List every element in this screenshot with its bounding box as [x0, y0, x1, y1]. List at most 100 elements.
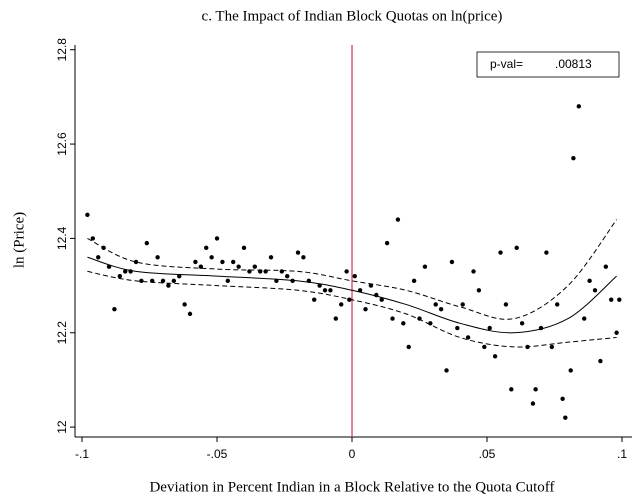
point	[487, 325, 492, 331]
point	[90, 236, 96, 241]
point	[117, 273, 123, 279]
point	[312, 297, 317, 302]
point	[295, 250, 301, 255]
point	[166, 283, 171, 288]
point	[503, 302, 509, 307]
point	[555, 302, 560, 307]
y-tick-label: 12	[55, 420, 69, 434]
point	[514, 245, 519, 251]
point	[482, 344, 487, 350]
point	[123, 269, 128, 274]
point	[433, 302, 438, 307]
point	[241, 245, 247, 251]
point	[592, 288, 598, 293]
point	[603, 264, 609, 269]
point	[268, 255, 274, 260]
x-tick-label: .05	[479, 447, 496, 461]
point	[533, 387, 538, 392]
x-tick-label: 0	[349, 447, 356, 461]
point	[193, 259, 198, 265]
y-tick-label: 12.2	[55, 321, 69, 345]
point	[85, 212, 90, 218]
point	[587, 278, 592, 284]
y-axis-label: ln (Price)	[11, 212, 27, 268]
point	[231, 259, 236, 265]
point	[449, 259, 455, 265]
point	[571, 156, 576, 161]
point	[549, 344, 555, 350]
point	[438, 306, 444, 312]
point	[544, 250, 549, 255]
point	[160, 278, 166, 284]
point	[576, 104, 582, 109]
point	[225, 278, 231, 284]
point	[133, 259, 139, 265]
point	[509, 387, 514, 392]
point	[96, 255, 101, 260]
point	[333, 316, 339, 321]
point	[144, 240, 150, 246]
annotation-box	[476, 51, 620, 78]
point	[182, 302, 187, 307]
point	[220, 259, 225, 265]
confidence-band	[87, 270, 617, 348]
point	[395, 217, 401, 222]
point	[328, 288, 333, 293]
point	[139, 278, 144, 284]
point	[560, 396, 565, 401]
point	[301, 255, 306, 260]
point	[112, 306, 117, 312]
point	[530, 401, 536, 406]
annotation-label: p-val=	[490, 57, 523, 71]
point	[352, 273, 357, 279]
fit-line	[87, 256, 617, 334]
point	[460, 302, 465, 307]
point	[155, 255, 160, 260]
point	[252, 264, 258, 269]
point	[455, 325, 460, 331]
point	[476, 288, 482, 293]
x-tick-label: -.05	[207, 447, 228, 461]
point	[411, 278, 417, 284]
point	[285, 273, 290, 279]
point	[519, 321, 525, 326]
point	[617, 297, 622, 302]
point	[471, 269, 476, 274]
y-tick-label: 12.6	[55, 132, 69, 156]
point	[498, 250, 503, 255]
annotation-value: .00813	[555, 57, 592, 71]
point	[563, 415, 568, 420]
x-tick-label: -.1	[75, 447, 89, 461]
x-tick-label: .1	[617, 447, 627, 461]
point	[279, 269, 285, 274]
point	[344, 269, 349, 274]
point	[428, 321, 433, 326]
point	[209, 255, 214, 260]
point	[347, 297, 352, 302]
point	[236, 264, 241, 269]
point	[614, 330, 619, 335]
point	[187, 311, 193, 317]
point	[406, 344, 411, 350]
point	[465, 335, 471, 340]
point	[214, 236, 220, 241]
point	[609, 297, 614, 302]
point	[444, 368, 449, 373]
x-axis-label: Deviation in Percent Indian in a Block R…	[149, 479, 554, 495]
point	[598, 358, 603, 364]
y-tick-label: 12.4	[55, 226, 69, 250]
point	[390, 316, 395, 321]
point	[401, 321, 406, 326]
point	[568, 368, 573, 373]
point	[204, 245, 209, 251]
point	[363, 306, 368, 312]
chart-title: c. The Impact of Indian Block Quotas on …	[202, 8, 503, 24]
point	[582, 316, 587, 321]
point	[171, 278, 177, 284]
point	[379, 297, 384, 302]
point	[492, 354, 498, 359]
point	[384, 240, 390, 246]
point	[339, 302, 344, 307]
